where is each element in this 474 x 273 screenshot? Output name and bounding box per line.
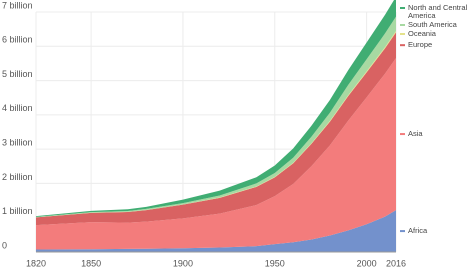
y-tick-label: 4 billion <box>2 103 33 113</box>
x-tick-label: 1900 <box>173 258 193 268</box>
legend-label: South America <box>408 20 458 29</box>
x-tick-label: 1850 <box>81 258 101 268</box>
legend-label: Europe <box>408 40 432 49</box>
legend-label: Africa <box>408 226 428 235</box>
x-tick-label: 2000 <box>357 258 377 268</box>
y-tick-label: 2 billion <box>2 172 33 182</box>
legend-label: Oceania <box>408 29 437 38</box>
x-tick-label: 1820 <box>26 258 46 268</box>
legend-label: North and Central America <box>408 3 468 20</box>
y-tick-label: 5 billion <box>2 69 33 79</box>
area <box>36 0 396 217</box>
y-tick-label: 3 billion <box>2 138 33 148</box>
area <box>36 210 396 252</box>
y-tick-label: 7 billion <box>2 0 33 10</box>
y-tick-label: 6 billion <box>2 35 33 45</box>
x-tick-label: 2016 <box>386 258 406 268</box>
legend-label: Asia <box>408 129 423 138</box>
area <box>36 57 396 250</box>
y-tick-label: 1 billion <box>2 206 33 216</box>
x-tick-label: 1950 <box>265 258 285 268</box>
y-tick-label: 0 <box>2 240 7 250</box>
